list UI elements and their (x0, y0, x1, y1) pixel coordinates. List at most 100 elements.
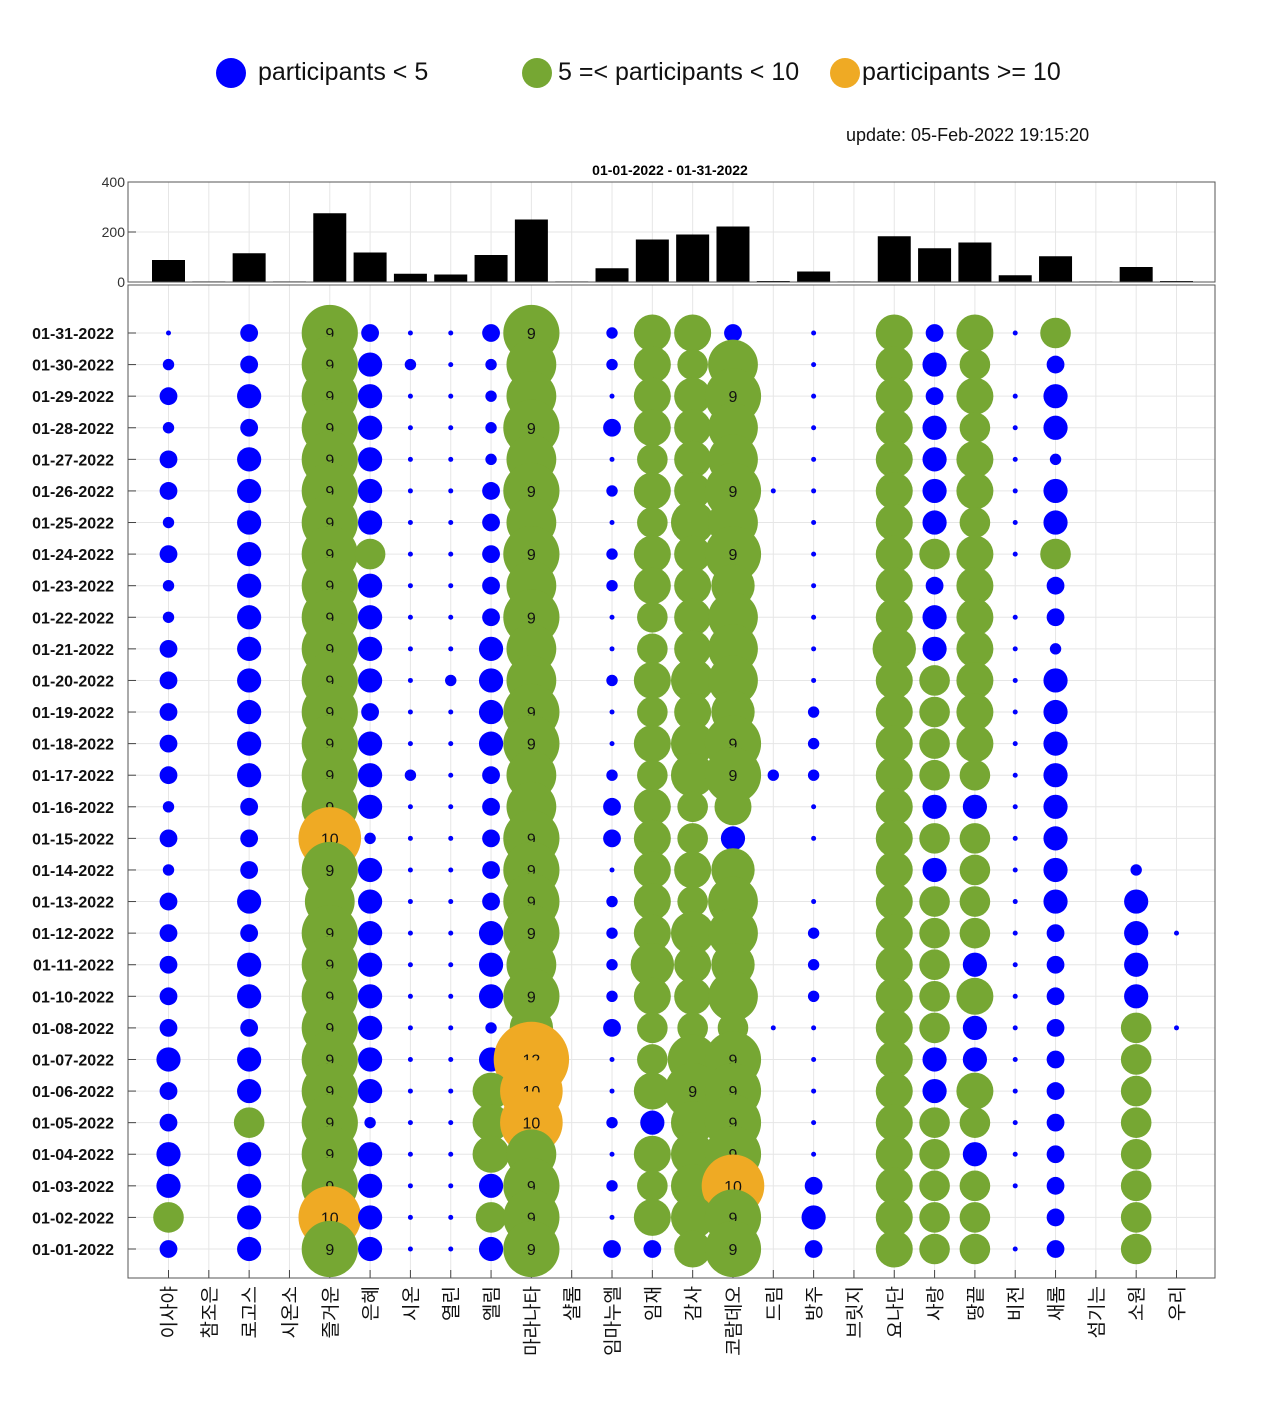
bubble-point (959, 412, 991, 444)
bubble-point (674, 693, 712, 731)
bubble-point (922, 1047, 947, 1072)
bubble-point (358, 636, 383, 661)
bubble-point (237, 763, 262, 788)
bubble-data-label: 9 (527, 863, 536, 880)
bubble-point (1049, 643, 1062, 655)
bubble-point (811, 583, 817, 589)
date-tick-label: 01-14-2022 (32, 863, 114, 880)
bubble-point (807, 927, 820, 939)
bubble-point (677, 791, 708, 823)
bubble-point (1012, 520, 1018, 526)
bubble-point (637, 601, 668, 633)
date-tick-label: 01-28-2022 (32, 421, 114, 438)
legend-marker-orange (830, 58, 860, 88)
bubble-point (159, 987, 178, 1006)
bubble-point (237, 542, 262, 567)
bubble-point (1130, 864, 1142, 876)
bubble-point (159, 1082, 178, 1100)
bubble-data-label: 9 (325, 326, 334, 343)
bubble-point (708, 971, 758, 1022)
bubble-point (407, 425, 413, 431)
bubble-point (811, 646, 817, 652)
bubble-data-label: 9 (527, 831, 536, 848)
bubble-point (1040, 317, 1071, 349)
bubble-point (922, 1078, 947, 1104)
bubble-point (1043, 668, 1068, 693)
category-tick-label: 시온 (401, 1286, 422, 1321)
bubble-point (1046, 1018, 1065, 1037)
bubble-point (358, 1173, 383, 1198)
category-tick-label: 새롬 (1046, 1286, 1068, 1321)
bubble-point (358, 921, 383, 946)
bubble-point (358, 447, 383, 472)
bubble-point (875, 946, 913, 984)
bubble-point (767, 769, 779, 781)
date-tick-label: 01-12-2022 (32, 926, 114, 943)
date-tick-label: 01-21-2022 (32, 642, 114, 659)
bubble-point (448, 1214, 454, 1220)
date-tick-label: 01-27-2022 (32, 452, 114, 469)
bubble-point (237, 1236, 262, 1262)
bubble-point (1040, 538, 1071, 570)
bar-13 (635, 239, 669, 282)
bubble-point (811, 393, 817, 399)
date-tick-label: 01-06-2022 (32, 1084, 114, 1101)
bubble-point (448, 614, 454, 620)
bubble-point (633, 535, 671, 573)
bubble-point (237, 605, 262, 630)
bubble-point (159, 387, 178, 406)
bubble-point (407, 393, 413, 399)
bubble-point (159, 1018, 178, 1037)
bubble-point (159, 734, 178, 753)
bubble-point (875, 977, 913, 1015)
bubble-data-label: 9 (729, 1052, 738, 1069)
bubble-point (358, 605, 383, 630)
bubble-point (358, 763, 383, 788)
bubble-point (1012, 1056, 1018, 1062)
bubble-point (959, 886, 991, 917)
bubble-point (875, 819, 913, 857)
category-tick-label: 임마누엘 (602, 1286, 624, 1356)
bubble-point (919, 1233, 950, 1265)
bubble-point (720, 826, 746, 851)
bubble-point (358, 510, 383, 535)
bubble-point (804, 1176, 823, 1195)
bubble-point (1043, 384, 1068, 409)
bubble-point (482, 797, 500, 816)
bubble-data-label: 9 (729, 1084, 738, 1101)
bubble-point (922, 857, 947, 883)
bubble-point (1043, 510, 1068, 535)
bubble-point (674, 409, 712, 447)
bubble-point (237, 1173, 262, 1198)
bubble-point (708, 655, 758, 706)
bubble-point (1120, 1138, 1152, 1170)
bubble-point (956, 314, 994, 352)
bubble-point (872, 627, 916, 671)
bubble-point (240, 1018, 259, 1037)
bubble-point (482, 829, 500, 848)
bubble-point (1046, 987, 1065, 1006)
bar-chart-title: 01-01-2022 - 01-31-2022 (592, 162, 748, 178)
bubble-point (1120, 1233, 1152, 1265)
bubble-point (159, 1113, 178, 1132)
bubble-point (407, 1056, 413, 1062)
bubble-point (166, 330, 171, 336)
bubble-data-label: 10 (522, 1116, 540, 1133)
bubble-point (959, 917, 991, 949)
bubble-point (811, 488, 817, 494)
bubble-point (1012, 962, 1018, 968)
bubble-point (407, 867, 413, 873)
bubble-point (448, 330, 454, 336)
bubble-point (674, 598, 712, 636)
category-tick-label: 이사야 (159, 1286, 181, 1338)
bubble-point (922, 636, 947, 661)
bubble-data-label: 9 (729, 484, 738, 501)
category-tick-label: 코람데오 (723, 1286, 745, 1356)
bubble-point (633, 914, 671, 952)
bubble-point (807, 769, 820, 781)
bubble-point (503, 968, 560, 1025)
bubble-point (633, 851, 671, 889)
bubble-point (922, 794, 947, 819)
bubble-point (633, 377, 671, 415)
bubble-data-label: 9 (325, 516, 334, 533)
